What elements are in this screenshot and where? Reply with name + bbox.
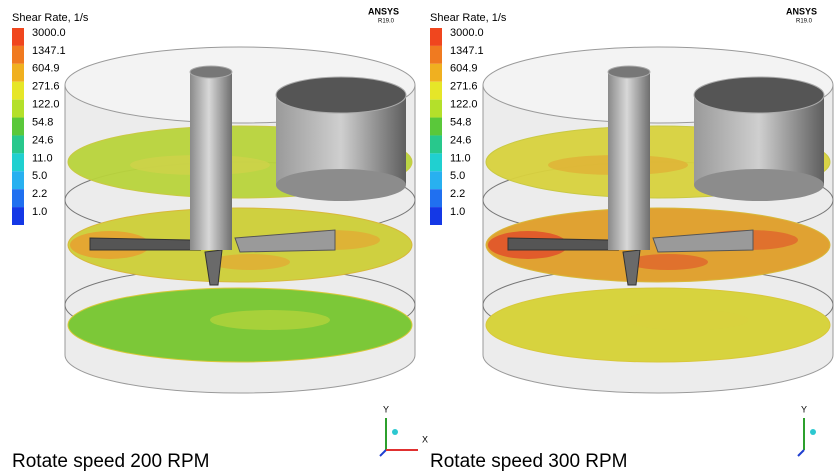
axis-origin [392, 429, 398, 435]
legend-label: 5.0 [32, 170, 47, 182]
legend-label: 11.0 [32, 152, 53, 164]
legend-label: 122.0 [450, 99, 478, 111]
legend-label: 271.6 [32, 81, 60, 93]
impeller-blade [90, 238, 200, 250]
impeller-blade [508, 238, 618, 250]
caption: Rotate speed 200 RPM [12, 451, 210, 472]
axis-z [380, 450, 386, 456]
shaft [608, 72, 650, 250]
screenshot: Shear Rate, 1/s 3000.0 1347.1 604.9 271.6 122… [0, 0, 835, 475]
baffle-tank-top [694, 77, 824, 113]
legend-swatch [12, 46, 24, 64]
legend-title: Shear Rate, 1/s [12, 12, 89, 24]
legend-label: 3000.0 [32, 27, 66, 39]
baffle-tank-top [276, 77, 406, 113]
legend-label: 122.0 [32, 99, 60, 111]
legend-label: 1.0 [32, 206, 47, 218]
legend-swatch [430, 82, 442, 100]
legend-swatch [430, 135, 442, 153]
legend-label: 2.2 [32, 188, 47, 200]
axis-x-label: X [422, 434, 428, 444]
legend-swatch [12, 100, 24, 118]
legend-label: 2.2 [450, 188, 465, 200]
contour-patch [628, 310, 748, 330]
legend-swatch [12, 28, 24, 46]
legend-swatch [430, 153, 442, 171]
legend-swatch [430, 171, 442, 189]
contour-patch [210, 254, 290, 270]
legend-title: Shear Rate, 1/s [430, 12, 507, 24]
legend-label: 604.9 [32, 63, 60, 75]
legend-swatch [430, 207, 442, 225]
legend-label: 604.9 [450, 63, 478, 75]
version: R19.0 [796, 19, 813, 25]
axis-z [798, 450, 804, 456]
legend-swatch [12, 189, 24, 207]
contour-patch [210, 310, 330, 330]
legend-label: 11.0 [450, 152, 471, 164]
baffle-tank-bottom [694, 169, 824, 201]
legend-label: 24.6 [32, 134, 53, 146]
legend-label: 5.0 [450, 170, 465, 182]
legend-swatch [430, 118, 442, 136]
legend-swatch [430, 28, 442, 46]
shaft-top [608, 66, 650, 78]
legend-label: 1.0 [450, 206, 465, 218]
brand: ANSYS [786, 6, 817, 16]
baffle-tank-bottom [276, 169, 406, 201]
legend-swatch [12, 135, 24, 153]
legend-label: 54.8 [32, 116, 53, 128]
panel: Shear Rate, 1/s 3000.0 1347.1 604.9 271.6 122… [430, 6, 833, 472]
legend-label: 1347.1 [32, 45, 66, 57]
legend-swatch [12, 207, 24, 225]
axis-y-label: Y [383, 404, 389, 414]
caption: Rotate speed 300 RPM [430, 451, 628, 472]
legend-swatch [12, 171, 24, 189]
legend-swatch [12, 64, 24, 82]
brand: ANSYS [368, 6, 399, 16]
legend-label: 271.6 [450, 81, 478, 93]
legend-swatch [430, 100, 442, 118]
axis-y-label: Y [801, 404, 807, 414]
legend-swatch [430, 64, 442, 82]
legend-label: 54.8 [450, 116, 471, 128]
shaft [190, 72, 232, 250]
legend-label: 1347.1 [450, 45, 484, 57]
axis-origin [810, 429, 816, 435]
legend-swatch [12, 82, 24, 100]
legend-swatch [430, 189, 442, 207]
legend-swatch [430, 46, 442, 64]
shaft-top [190, 66, 232, 78]
legend-swatch [12, 153, 24, 171]
version: R19.0 [378, 19, 395, 25]
legend-swatch [12, 118, 24, 136]
legend-label: 24.6 [450, 134, 471, 146]
legend-label: 3000.0 [450, 27, 484, 39]
contour-patch [628, 254, 708, 270]
panel: Shear Rate, 1/s 3000.0 1347.1 604.9 271.6 122… [12, 6, 428, 472]
